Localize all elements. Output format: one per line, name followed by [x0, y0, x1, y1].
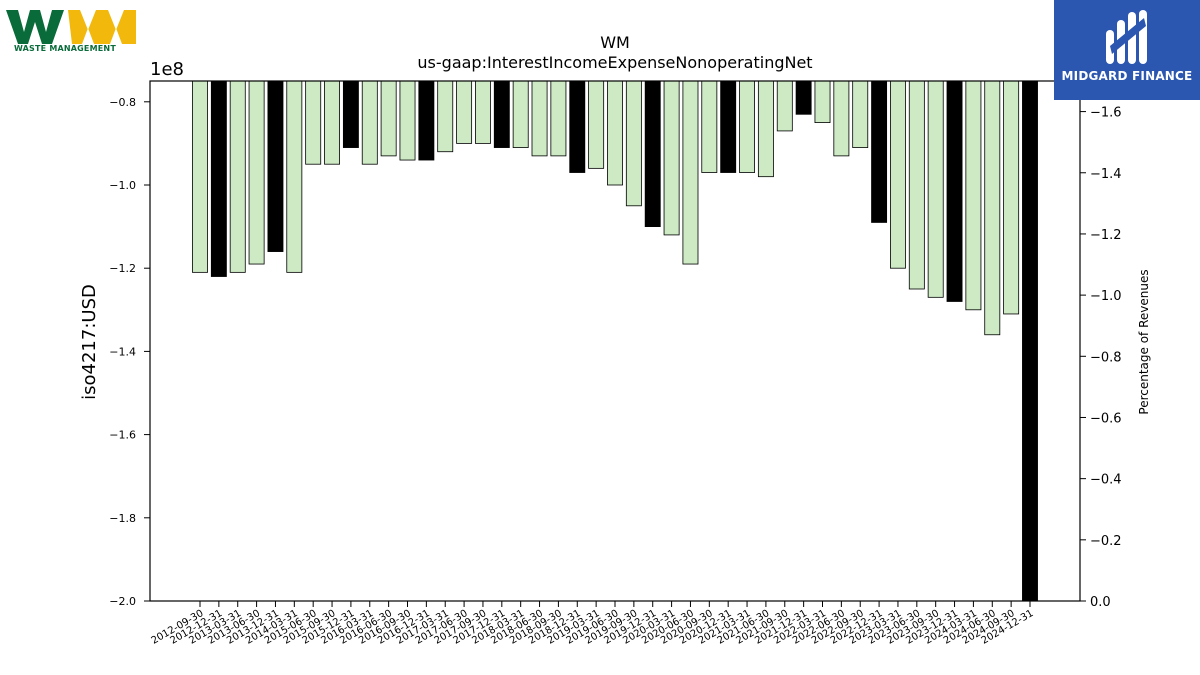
chart-title: WM	[600, 33, 630, 52]
y-axis-label: iso4217:USD	[79, 284, 100, 400]
y2-tick-label: −0.4	[1090, 473, 1122, 488]
bar-2019-09-30	[625, 80, 642, 207]
y-tick-label: −1.2	[109, 262, 136, 275]
bar-2016-06-30	[380, 80, 397, 157]
y-tick-label: −2.0	[109, 595, 136, 608]
bar-2017-03-31	[437, 80, 454, 153]
midgard-finance-text: MIDGARD FINANCE	[1061, 69, 1193, 83]
y-tick-label: −1.8	[109, 512, 136, 525]
bar-2020-06-30	[682, 80, 699, 265]
bar-2018-09-30	[550, 80, 567, 157]
midgard-finance-icon	[1106, 10, 1147, 64]
bar-2023-03-31	[890, 80, 906, 269]
bar-2013-06-30	[248, 80, 265, 265]
y2-tick-label: −1.0	[1090, 289, 1122, 304]
bar-2022-09-30	[852, 80, 869, 148]
y-offset-label: 1e8	[150, 59, 184, 80]
bar-2021-06-30	[757, 80, 774, 178]
y-tick-label: −1.0	[109, 179, 136, 192]
wm-logo-text: WASTE MANAGEMENT	[14, 44, 116, 53]
bar-2017-06-30	[456, 80, 473, 144]
bar-2013-03-31	[229, 80, 246, 273]
bar-2019-03-31	[588, 80, 605, 169]
bar-2016-12-31	[418, 80, 435, 161]
bar-2022-03-31	[814, 80, 831, 123]
bar-2018-06-30	[531, 80, 548, 157]
bar-2016-09-30	[399, 80, 416, 161]
bar-2014-03-31	[286, 80, 303, 273]
bar-2021-12-31	[795, 80, 812, 115]
bar-2019-06-30	[607, 80, 623, 186]
bar-2015-12-31	[342, 80, 359, 148]
y2-tick-label: −1.2	[1090, 228, 1122, 243]
midgard-finance-logo: MIDGARD FINANCE	[1054, 0, 1200, 100]
bar-2024-03-31	[965, 80, 982, 311]
bar-2018-03-31	[512, 80, 529, 148]
bar-2024-12-31	[1022, 80, 1038, 602]
y2-tick-label: 0.0	[1090, 595, 1111, 610]
bar-2015-09-30	[324, 80, 340, 165]
y2-tick-label: −1.4	[1090, 167, 1122, 182]
bar-2020-03-31	[663, 80, 680, 236]
bar-2020-12-31	[720, 80, 737, 173]
bar-2013-12-31	[267, 80, 284, 252]
bar-2023-12-31	[946, 80, 963, 302]
y2-tick-label: −0.2	[1090, 534, 1122, 549]
bar-2021-03-31	[739, 80, 755, 173]
bar-2016-03-31	[361, 80, 378, 165]
plot-frame	[149, 80, 1081, 602]
y2-tick-label: −0.8	[1090, 350, 1122, 365]
bar-2023-09-30	[927, 80, 944, 298]
y-tick-label: −0.8	[109, 96, 136, 109]
bar-2021-09-30	[776, 80, 793, 132]
bar-2018-12-31	[569, 80, 586, 173]
y2-tick-label: −0.6	[1090, 411, 1122, 426]
y-tick-label: −1.6	[109, 429, 136, 442]
bar-2020-09-30	[701, 80, 718, 173]
bar-2024-06-30	[984, 80, 1001, 336]
chart-subtitle: us-gaap:InterestIncomeExpenseNonoperatin…	[417, 53, 812, 72]
bar-2022-12-31	[871, 80, 888, 223]
y2-tick-label: −1.6	[1090, 106, 1122, 121]
bar-2022-06-30	[833, 80, 850, 157]
bar-2012-12-31	[210, 80, 227, 277]
bar-2012-09-30	[192, 80, 208, 273]
y2-axis-label: Percentage of Revenues	[1137, 269, 1151, 414]
wm-logo-icon	[6, 10, 136, 44]
bar-2019-12-31	[644, 80, 661, 228]
bar-2017-12-31	[493, 80, 510, 148]
bar-2023-06-30	[908, 80, 925, 290]
y-tick-label: −1.4	[109, 345, 136, 358]
bar-2024-09-30	[1003, 80, 1020, 315]
bar-2017-09-30	[475, 80, 491, 144]
bar-2015-06-30	[305, 80, 322, 165]
